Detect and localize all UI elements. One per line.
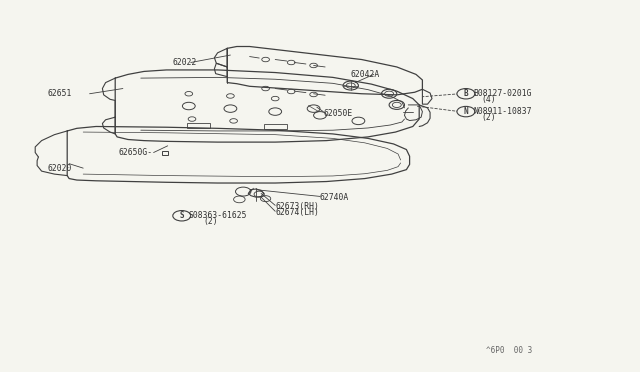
Text: ^6P0  00 3: ^6P0 00 3 <box>486 346 532 355</box>
Text: 62050E: 62050E <box>323 109 353 118</box>
Text: S08363-61625: S08363-61625 <box>189 211 247 220</box>
Circle shape <box>173 211 191 221</box>
Bar <box>162 151 168 155</box>
Bar <box>264 124 287 129</box>
Text: 62740A: 62740A <box>320 193 349 202</box>
Text: 62042A: 62042A <box>351 70 380 79</box>
Circle shape <box>457 106 475 117</box>
Text: B08127-0201G: B08127-0201G <box>474 89 532 98</box>
Text: N: N <box>463 107 468 116</box>
Text: 62020: 62020 <box>48 164 72 173</box>
Bar <box>187 123 210 128</box>
Text: 62673(RH): 62673(RH) <box>275 202 319 211</box>
Text: B: B <box>463 89 468 98</box>
Text: N08911-10837: N08911-10837 <box>474 107 532 116</box>
Text: 62651: 62651 <box>48 89 72 98</box>
Text: (2): (2) <box>481 113 496 122</box>
Text: 62674(LH): 62674(LH) <box>275 208 319 217</box>
Text: S: S <box>179 211 184 220</box>
Text: (2): (2) <box>204 217 218 226</box>
Text: (4): (4) <box>481 95 496 104</box>
Text: 62022: 62022 <box>173 58 197 67</box>
Circle shape <box>457 89 475 99</box>
Text: 62650G-: 62650G- <box>118 148 152 157</box>
